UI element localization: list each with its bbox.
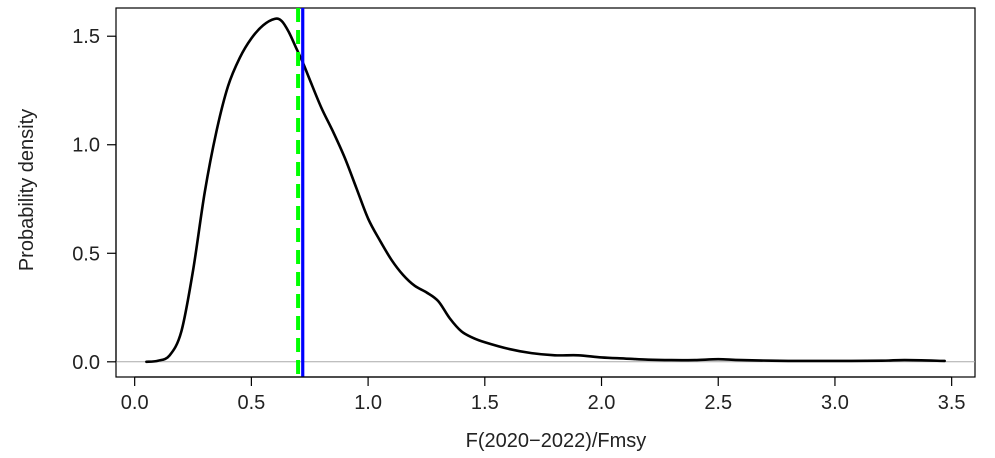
x-tick-label: 3.5 bbox=[938, 392, 966, 414]
y-tick-label: 1.0 bbox=[72, 135, 100, 157]
y-axis: 0.0 0.5 1.0 1.5 bbox=[72, 26, 117, 374]
density-curve bbox=[145, 17, 946, 364]
x-tick-label: 1.5 bbox=[471, 392, 499, 414]
x-axis: 0.0 0.5 1.0 1.5 2.0 2.5 3.0 3.5 bbox=[121, 376, 966, 414]
y-tick-label: 1.5 bbox=[72, 26, 100, 48]
y-tick-label: 0.0 bbox=[72, 352, 100, 374]
x-axis-title: F(2020−2022)/Fmsy bbox=[466, 430, 647, 452]
x-tick-label: 1.0 bbox=[354, 392, 382, 414]
x-tick-label: 0.0 bbox=[121, 392, 149, 414]
x-tick-label: 2.5 bbox=[704, 392, 732, 414]
plot-frame bbox=[115, 7, 976, 378]
y-tick-label: 0.5 bbox=[72, 243, 100, 265]
x-tick-label: 2.0 bbox=[588, 392, 616, 414]
plot-area bbox=[115, 7, 976, 378]
x-tick-label: 3.0 bbox=[821, 392, 849, 414]
x-tick-label: 0.5 bbox=[237, 392, 265, 414]
y-axis-title: Probability density bbox=[16, 109, 38, 271]
